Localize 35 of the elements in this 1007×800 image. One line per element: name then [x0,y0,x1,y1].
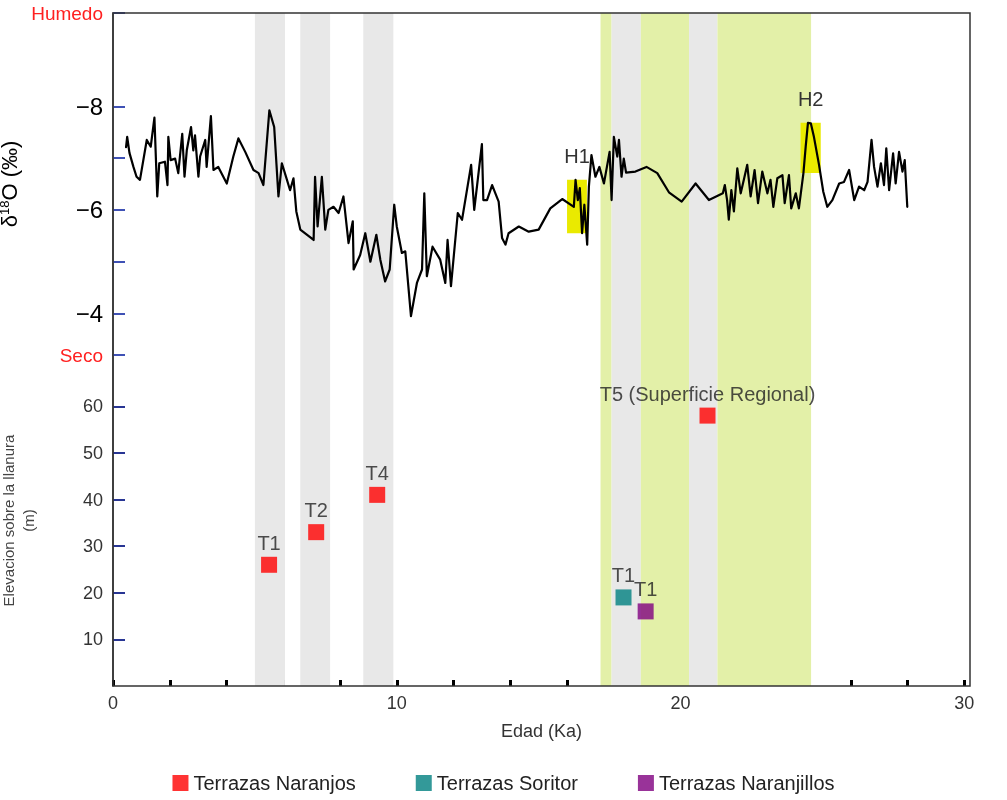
y-tick-label: −6 [75,196,103,224]
line-series [124,109,909,318]
y-tick-label: 10 [82,629,103,650]
annotation: T1 [633,578,658,601]
y-tick-label: Humedo [31,2,103,24]
annotation: T1 [257,531,281,554]
point [261,556,278,573]
point [308,524,325,541]
x-axis-title: Edad (Ka) [500,721,583,741]
annotation: T5 (Superficie Regional) [599,382,816,405]
legend-label: Terrazas Naranjillos [658,772,835,794]
annotation: T2 [304,499,328,522]
y-tick-label: 30 [82,536,103,557]
point [637,603,654,620]
y-axis-title: Elevacion sobre la llanura (m) [0,433,37,607]
x-tick-label: 10 [386,693,407,713]
y-tick-label: −4 [75,300,103,328]
legend-label: Terrazas Soritor [436,772,579,794]
annotation: T4 [365,461,389,484]
x-tick-label: 0 [107,693,119,713]
y-tick-label: 20 [82,582,103,603]
y-tick-label: 50 [82,442,103,463]
y-tick-label: 60 [82,396,103,417]
band-label: H2 [797,87,824,110]
point [615,589,632,606]
y-tick-label: 40 [82,489,103,510]
x-tick-label: 20 [670,693,691,713]
point [699,407,716,424]
y-tick-label: −8 [75,92,103,120]
y-tick-label: Seco [59,344,103,366]
band-label: H1 [564,144,590,167]
x-tick-label: 30 [954,693,975,713]
y-axis-title: δ18O (‰) [0,140,22,228]
legend-label: Terrazas Naranjos [193,772,356,794]
point [369,486,386,503]
